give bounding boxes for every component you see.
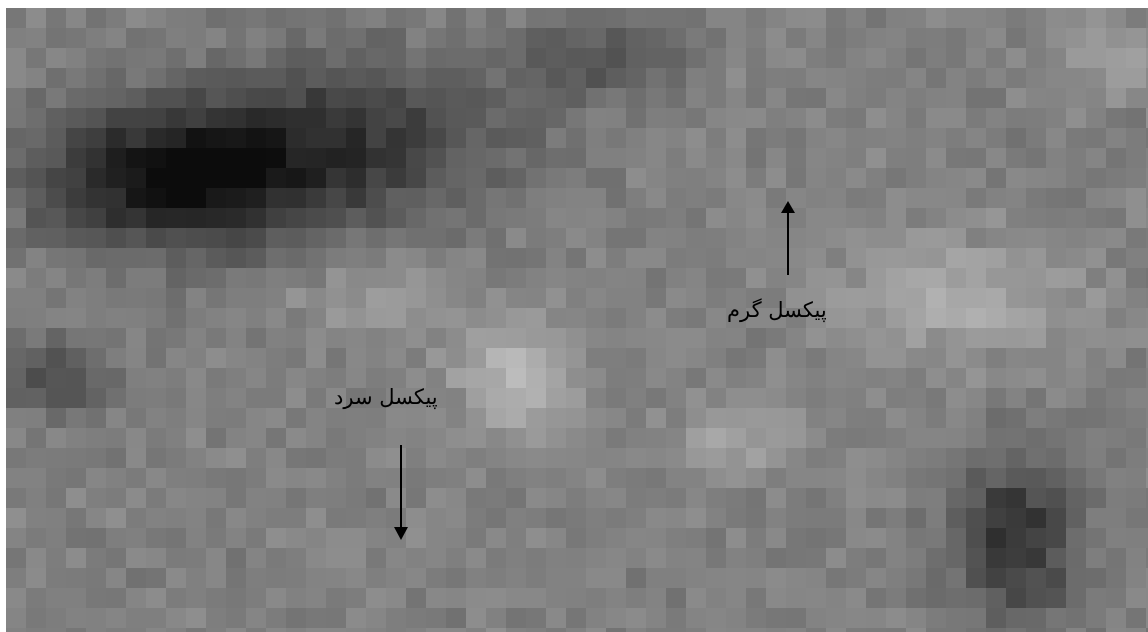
- cold-pixel-label: پیکسل سرد: [334, 385, 438, 409]
- pixel-grid: [6, 8, 1148, 632]
- hot-pixel-label: پیکسل گرم: [727, 298, 827, 322]
- thermal-image: [6, 8, 1148, 632]
- arrow-up-icon: [781, 201, 795, 275]
- arrow-down-icon: [394, 445, 408, 540]
